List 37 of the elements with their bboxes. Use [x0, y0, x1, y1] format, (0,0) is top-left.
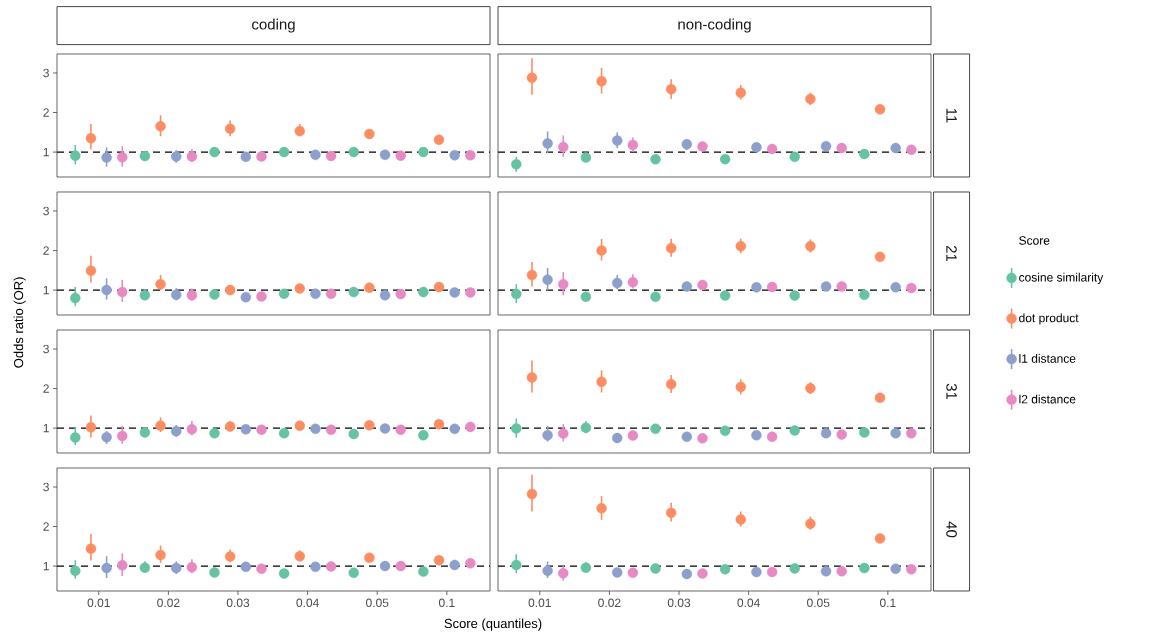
x-tick-label: 0.03 — [667, 598, 691, 608]
y-tick-label: 1 — [43, 147, 49, 157]
y-tick-label: 2 — [43, 522, 49, 531]
chart-title: coding — [252, 18, 295, 33]
y-tick-label: 3 — [43, 68, 49, 78]
legend-label: l1 distance — [1019, 354, 1076, 363]
x-tick-label: 0.05 — [366, 598, 389, 608]
y-tick-label: 2 — [43, 246, 49, 255]
y2-axis-title: 21 — [946, 245, 957, 262]
x-axis-title: Score (quantiles) — [444, 618, 542, 631]
x-tick-label: 0.03 — [226, 598, 250, 608]
y-tick-label: 3 — [43, 344, 49, 354]
y2-axis-title: 11 — [946, 108, 957, 123]
y-tick-label: 3 — [43, 482, 49, 492]
y-tick-label: 1 — [43, 561, 49, 571]
x-tick-label: 0.1 — [438, 598, 455, 608]
y-tick-label: 2 — [43, 384, 49, 393]
y2-axis-title: 31 — [946, 383, 957, 400]
x-tick-label: 0.1 — [879, 598, 896, 608]
chart-title: non-coding — [678, 18, 751, 33]
legend-label: cosine similarity — [1019, 272, 1104, 285]
x-tick-label: 0.01 — [87, 598, 110, 608]
y-tick-label: 1 — [43, 423, 49, 433]
x-tick-label: 0.04 — [296, 598, 319, 608]
legend-title: Score — [1019, 236, 1050, 245]
y2-axis-title: 40 — [946, 521, 957, 538]
y-tick-label: 1 — [43, 285, 49, 295]
y-tick-label: 2 — [43, 108, 49, 117]
x-tick-label: 0.04 — [737, 598, 760, 608]
y-tick-label: 3 — [43, 206, 49, 216]
legend-label: dot product — [1019, 313, 1079, 325]
x-tick-label: 0.01 — [528, 598, 551, 608]
legend-label: l2 distance — [1019, 394, 1076, 404]
y-axis-title: Odds ratio (OR) — [13, 277, 26, 368]
x-tick-label: 0.05 — [807, 598, 830, 608]
x-tick-label: 0.02 — [157, 598, 180, 608]
x-tick-label: 0.02 — [598, 598, 621, 608]
